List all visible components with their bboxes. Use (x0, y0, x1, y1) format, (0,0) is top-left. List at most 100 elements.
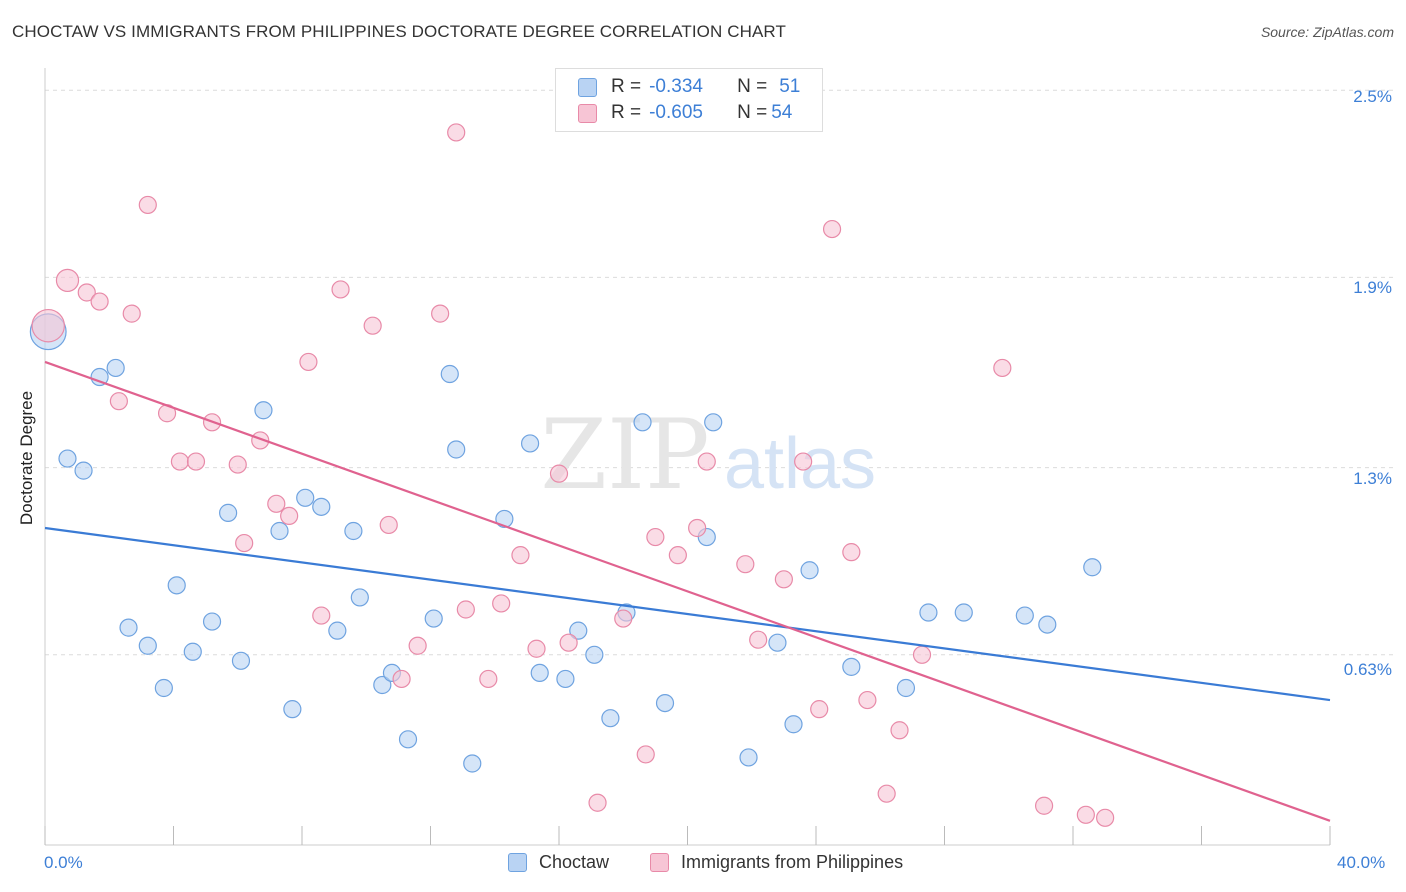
choctaw-point (463, 754, 482, 773)
choctaw-point (800, 561, 819, 580)
choctaw-point (447, 440, 466, 459)
choctaw-swatch (508, 853, 527, 872)
watermark-zip: ZIP (540, 399, 709, 511)
philippines-point (842, 543, 861, 562)
philippines-point (588, 793, 607, 812)
philippines-point (138, 195, 157, 215)
y-tick-label: 1.9% (1353, 278, 1392, 297)
choctaw-point (1015, 606, 1034, 625)
choctaw-point (167, 576, 186, 595)
gridlines (45, 89, 1395, 656)
philippines-point (267, 494, 286, 513)
choctaw-point (954, 603, 973, 622)
choctaw-point (530, 663, 549, 683)
philippines-swatch (650, 853, 669, 872)
choctaw-point (739, 748, 758, 767)
philippines-point (688, 518, 707, 538)
y-tick-label: 2.5% (1353, 87, 1392, 106)
choctaw-point (569, 621, 588, 640)
choctaw-point (398, 730, 418, 749)
choctaw-point (254, 401, 273, 420)
philippines-point (31, 308, 65, 343)
n-value: 54 (771, 102, 793, 123)
philippines-point (228, 455, 247, 474)
philippines-trend-line (44, 360, 1331, 822)
choctaw-point (183, 642, 202, 661)
choctaw-point (585, 645, 604, 664)
choctaw-point (655, 693, 675, 713)
source-credit: Source: ZipAtlas.com (1260, 24, 1394, 40)
philippines-point (447, 123, 466, 142)
legend-row-philippines: R = -0.605 N = 54 (578, 100, 792, 126)
philippines-point (858, 690, 877, 710)
philippines-point (363, 316, 382, 335)
axes (44, 68, 1331, 846)
choctaw-swatch (578, 77, 597, 97)
r-value: -0.605 (649, 102, 703, 123)
philippines-point (549, 464, 569, 483)
choctaw-point (601, 709, 620, 728)
philippines-point (1034, 796, 1054, 815)
legend-item-philippines[interactable]: Immigrants from Philippines (650, 852, 903, 873)
y-tick-label: 1.3% (1353, 469, 1392, 488)
choctaw-point (768, 633, 787, 652)
philippines-point (774, 570, 793, 589)
n-value: 51 (779, 76, 801, 97)
philippines-point (877, 784, 896, 803)
choctaw-point (704, 413, 723, 432)
choctaw-point (373, 675, 392, 695)
philippines-point (1076, 805, 1095, 824)
philippines-point (749, 630, 768, 649)
philippines-point (697, 452, 716, 471)
philippines-point (431, 304, 450, 323)
choctaw-point (520, 434, 540, 453)
choctaw-point (633, 413, 652, 432)
philippines-point (492, 594, 511, 613)
choctaw-point (74, 461, 93, 480)
philippines-point (77, 283, 96, 302)
data-points (29, 123, 1115, 827)
choctaw-point (90, 367, 109, 387)
choctaw-point (842, 657, 861, 676)
choctaw-point (344, 521, 363, 541)
philippines-point (636, 745, 655, 764)
philippines-point (109, 392, 128, 411)
n-label: N = (737, 102, 768, 123)
philippines-point (1096, 808, 1115, 827)
r-label: R = (611, 76, 642, 97)
choctaw-point (231, 651, 251, 670)
philippines-swatch (578, 103, 597, 123)
choctaw-point (328, 621, 347, 640)
n-label: N = (737, 76, 768, 97)
philippines-point (479, 669, 498, 689)
philippines-point (90, 292, 109, 311)
philippines-point (736, 555, 755, 574)
choctaw-point (350, 588, 369, 607)
legend-label: Immigrants from Philippines (681, 852, 904, 872)
philippines-point (646, 527, 665, 547)
philippines-point (170, 452, 190, 471)
watermark: ZIP atlas (540, 399, 876, 511)
r-value: -0.334 (649, 76, 703, 97)
philippines-point (993, 358, 1012, 378)
philippines-point (822, 219, 842, 239)
philippines-point (392, 669, 411, 689)
legend-item-choctaw[interactable]: Choctaw (508, 852, 609, 873)
philippines-point (511, 546, 530, 565)
choctaw-point (556, 669, 575, 689)
philippines-point (235, 533, 254, 553)
chart-title: CHOCTAW VS IMMIGRANTS FROM PHILIPPINES D… (12, 22, 786, 41)
choctaw-point (495, 509, 514, 529)
philippines-point (912, 645, 932, 664)
choctaw-point (896, 678, 916, 698)
series-legend: Choctaw Immigrants from Philippines (0, 852, 1406, 878)
legend-row-choctaw: R = -0.334 N = 51 (578, 74, 800, 100)
choctaw-point (424, 609, 443, 628)
trend-lines (44, 360, 1331, 822)
x-tick-max: 40.0% (1337, 853, 1386, 872)
choctaw-point (154, 678, 173, 698)
choctaw-point (1038, 615, 1057, 634)
choctaw-point (138, 636, 157, 655)
philippines-point (527, 639, 546, 658)
